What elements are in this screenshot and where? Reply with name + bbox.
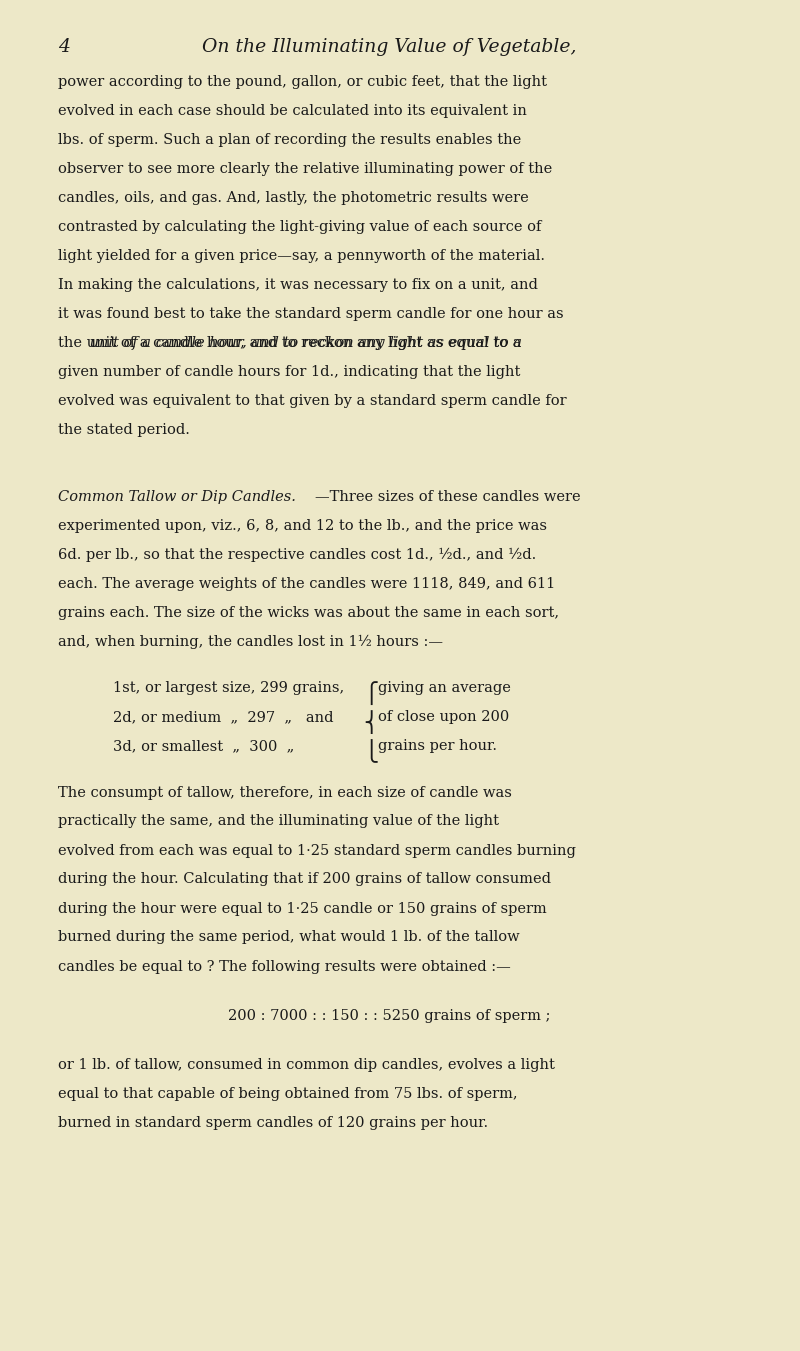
Text: light yielded for a given price—say, a pennyworth of the material.: light yielded for a given price—say, a p… — [58, 249, 545, 263]
Text: experimented upon, viz., 6, 8, and 12 to the lb., and the price was: experimented upon, viz., 6, 8, and 12 to… — [58, 519, 547, 532]
Text: lbs. of sperm. Such a plan of recording the results enables the: lbs. of sperm. Such a plan of recording … — [58, 132, 522, 147]
Text: of close upon 200: of close upon 200 — [378, 711, 510, 724]
Text: 3d, or smallest  „  300  „: 3d, or smallest „ 300 „ — [113, 739, 294, 753]
Text: grains each. The size of the wicks was about the same in each sort,: grains each. The size of the wicks was a… — [58, 605, 559, 620]
Text: the unit of a candle hour, and to reckon any light as equal to a: the unit of a candle hour, and to reckon… — [58, 336, 522, 350]
Text: contrasted by calculating the light-giving value of each source of: contrasted by calculating the light-givi… — [58, 220, 542, 234]
Text: The consumpt of tallow, therefore, in each size of candle was: The consumpt of tallow, therefore, in ea… — [58, 785, 512, 800]
Text: burned in standard sperm candles of 120 grains per hour.: burned in standard sperm candles of 120 … — [58, 1116, 488, 1129]
Text: ⎨: ⎨ — [363, 711, 378, 734]
Text: each. The average weights of the candles were 1118, 849, and 611: each. The average weights of the candles… — [58, 577, 555, 590]
Text: and, when burning, the candles lost in 1½ hours :—: and, when burning, the candles lost in 1… — [58, 635, 443, 648]
Text: —Three sizes of these candles were: —Three sizes of these candles were — [315, 489, 581, 504]
Text: Common Tallow or Dip Candles.: Common Tallow or Dip Candles. — [58, 489, 296, 504]
Text: burned during the same period, what would 1 lb. of the tallow: burned during the same period, what woul… — [58, 931, 520, 944]
Text: ⎧: ⎧ — [363, 681, 378, 705]
Text: ⎩: ⎩ — [363, 739, 378, 763]
Text: or 1 lb. of tallow, consumed in common dip candles, evolves a light: or 1 lb. of tallow, consumed in common d… — [58, 1058, 555, 1073]
Text: 4: 4 — [58, 38, 70, 55]
Text: 1st, or largest size, 299 grains,: 1st, or largest size, 299 grains, — [113, 681, 344, 696]
Text: observer to see more clearly the relative illuminating power of the: observer to see more clearly the relativ… — [58, 162, 552, 176]
Text: evolved in each case should be calculated into its equivalent in: evolved in each case should be calculate… — [58, 104, 527, 118]
Text: candles be equal to ? The following results were obtained :—: candles be equal to ? The following resu… — [58, 959, 510, 974]
Text: 6d. per lb., so that the respective candles cost 1d., ½d., and ½d.: 6d. per lb., so that the respective cand… — [58, 547, 536, 562]
Text: it was found best to take the standard sperm candle for one hour as: it was found best to take the standard s… — [58, 307, 564, 322]
Text: 200 : 7000 : : 150 : : 5250 grains of sperm ;: 200 : 7000 : : 150 : : 5250 grains of sp… — [228, 1009, 550, 1023]
Text: 2d, or medium  „  297  „   and: 2d, or medium „ 297 „ and — [113, 711, 334, 724]
Text: evolved from each was equal to 1·25 standard sperm candles burning: evolved from each was equal to 1·25 stan… — [58, 843, 576, 858]
Text: practically the same, and the illuminating value of the light: practically the same, and the illuminati… — [58, 815, 499, 828]
Text: In making the calculations, it was necessary to fix on a unit, and: In making the calculations, it was neces… — [58, 278, 538, 292]
Text: evolved was equivalent to that given by a standard sperm candle for: evolved was equivalent to that given by … — [58, 394, 566, 408]
Text: unit of a candle hour, and to reckon any light as equal to a: unit of a candle hour, and to reckon any… — [85, 336, 522, 350]
Text: grains per hour.: grains per hour. — [378, 739, 497, 753]
Text: the stated period.: the stated period. — [58, 423, 190, 436]
Text: equal to that capable of being obtained from 75 lbs. of sperm,: equal to that capable of being obtained … — [58, 1088, 518, 1101]
Text: On the Illuminating Value of Vegetable,: On the Illuminating Value of Vegetable, — [202, 38, 576, 55]
Text: power according to the pound, gallon, or cubic feet, that the light: power according to the pound, gallon, or… — [58, 76, 547, 89]
Text: giving an average: giving an average — [378, 681, 511, 696]
Text: given number of candle hours for 1d., indicating that the light: given number of candle hours for 1d., in… — [58, 365, 520, 380]
Text: during the hour were equal to 1·25 candle or 150 grains of sperm: during the hour were equal to 1·25 candl… — [58, 901, 546, 916]
Text: candles, oils, and gas. And, lastly, the photometric results were: candles, oils, and gas. And, lastly, the… — [58, 190, 529, 205]
Text: during the hour. Calculating that if 200 grains of tallow consumed: during the hour. Calculating that if 200… — [58, 873, 551, 886]
